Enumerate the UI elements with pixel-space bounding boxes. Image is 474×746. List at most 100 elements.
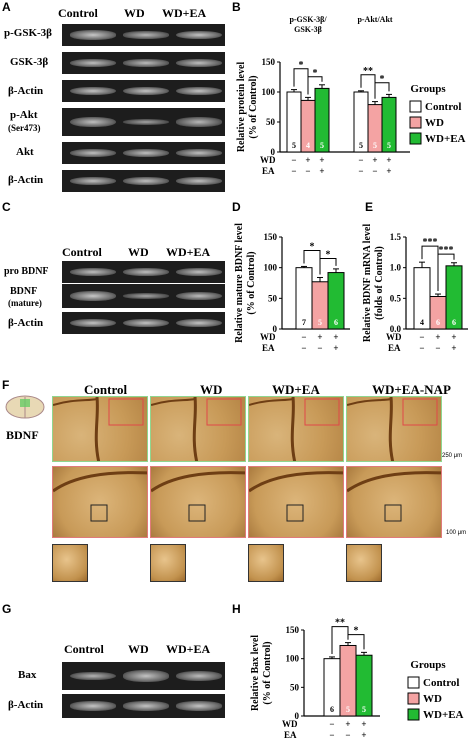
blot-band	[176, 291, 222, 301]
significance-label: *	[310, 241, 315, 252]
significance-bracket	[374, 82, 390, 99]
ea-row-label: EA	[388, 343, 401, 353]
ihc-zoom-tile	[52, 466, 148, 538]
significance-label: *	[354, 626, 359, 637]
significance-label: **	[363, 66, 373, 77]
y-tick-label: 100	[264, 263, 278, 273]
blot-band	[123, 267, 169, 277]
ea-sign: −	[305, 166, 310, 176]
blot-a-row-actin1: β-Actin	[8, 85, 44, 97]
legend-title: Groups	[410, 659, 446, 671]
y-axis-label-2: (% of Control)	[262, 641, 273, 704]
significance-bracket	[331, 626, 349, 654]
significance-bracket	[319, 257, 337, 275]
ea-sign: −	[345, 730, 350, 740]
ihc-row-label: BDNF	[6, 428, 39, 442]
significance-label: *	[299, 60, 304, 71]
bar-n-label: 7	[302, 318, 306, 327]
blot-c-row-mature: (mature)	[8, 298, 42, 308]
blot-band	[70, 290, 116, 302]
blot-c-col-wdea: WD+EA	[166, 245, 211, 259]
ihc-col-wdeanap: WD+EA-NAP	[372, 382, 451, 397]
bar-n-label: 6	[330, 705, 334, 714]
blot-c-col-wd: WD	[128, 245, 149, 259]
ihc-overview-tile	[52, 396, 148, 462]
y-tick-label: 100	[262, 87, 276, 97]
wd-sign: +	[319, 155, 324, 165]
ihc-detail-tile	[346, 544, 382, 582]
blot-band	[176, 318, 222, 328]
blot-c-row-probdnf: pro BDNF	[4, 266, 49, 277]
ea-sign: +	[361, 730, 366, 740]
chart-b: 0 50 100 150 Relative protein level (% of Con…	[236, 15, 466, 176]
significance-label: *	[313, 68, 318, 79]
blot-band	[123, 148, 169, 158]
blot-band	[176, 58, 222, 68]
ea-sign: −	[419, 343, 424, 353]
blot-band	[70, 176, 116, 186]
ea-sign: −	[329, 730, 334, 740]
panel-label-g: G	[2, 602, 12, 616]
legend-label: WD	[425, 117, 444, 129]
blot-a-col-wdea: WD+EA	[162, 6, 207, 20]
y-axis-label: Relative protein level	[236, 62, 247, 153]
ihc-detail-tile	[248, 544, 284, 582]
chart-d: 0 50 100 150 Relative mature BDNF level (% of…	[234, 223, 350, 353]
blot-band	[70, 58, 116, 68]
legend-title: Groups	[410, 83, 446, 95]
legend-swatch	[407, 708, 420, 721]
blot-band	[123, 31, 169, 39]
blot-band	[70, 30, 116, 40]
panel-label-b: B	[232, 0, 241, 14]
significance-label: ***	[423, 237, 438, 248]
legend-label: Control	[425, 101, 461, 113]
bar-n-label: 4	[306, 141, 310, 150]
y-tick-label: 0	[271, 147, 276, 157]
blot-band	[123, 670, 169, 682]
blot-band	[176, 86, 222, 96]
bar-n-label: 5	[320, 141, 324, 150]
wd-sign: +	[333, 332, 338, 342]
blot-band	[176, 671, 222, 681]
scale-bar-250: 250 μm	[442, 453, 463, 459]
ea-sign: +	[333, 343, 338, 353]
y-tick-label: 50	[290, 682, 300, 692]
blot-c-col-control: Control	[62, 245, 102, 259]
group-title: GSK-3β	[294, 25, 322, 34]
wd-sign: −	[329, 719, 334, 729]
panel-label-a: A	[2, 0, 11, 14]
legend-swatch	[409, 116, 422, 129]
wd-sign: +	[386, 155, 391, 165]
wd-sign: +	[317, 332, 322, 342]
blot-a-row-ser473: (Ser473)	[8, 123, 41, 133]
blot-band	[70, 148, 116, 158]
bar-n-label: 5	[373, 141, 377, 150]
blot-a-row-pgsk: p-GSK-3β	[4, 27, 52, 39]
ihc-detail-tile	[150, 544, 186, 582]
wd-sign: −	[301, 332, 306, 342]
panel-label-h: H	[232, 602, 241, 616]
ea-sign: −	[358, 166, 363, 176]
ea-sign: −	[435, 343, 440, 353]
blot-g-col-wd: WD	[128, 642, 149, 656]
wd-row-label: WD	[386, 332, 402, 342]
y-tick-label: 0	[273, 324, 278, 334]
panel-label-f: F	[2, 378, 10, 392]
legend-label: WD	[423, 693, 442, 705]
blot-a-col-wd: WD	[124, 6, 145, 20]
bar	[355, 654, 373, 717]
blot-band	[123, 318, 169, 328]
significance-label: *	[380, 74, 385, 85]
wd-sign: +	[435, 332, 440, 342]
blot-c-row-bdnf: BDNF	[10, 286, 38, 297]
blot-band	[70, 267, 116, 277]
blot-band	[176, 148, 222, 158]
ihc-detail-tile	[52, 544, 88, 582]
ihc-zoom-tile	[248, 466, 344, 538]
ea-row-label: EA	[284, 730, 297, 740]
y-tick-label: 150	[286, 625, 300, 635]
wd-row-label: WD	[282, 719, 298, 729]
legend-swatch	[409, 100, 422, 113]
blot-band	[176, 30, 222, 40]
ea-sign: −	[372, 166, 377, 176]
